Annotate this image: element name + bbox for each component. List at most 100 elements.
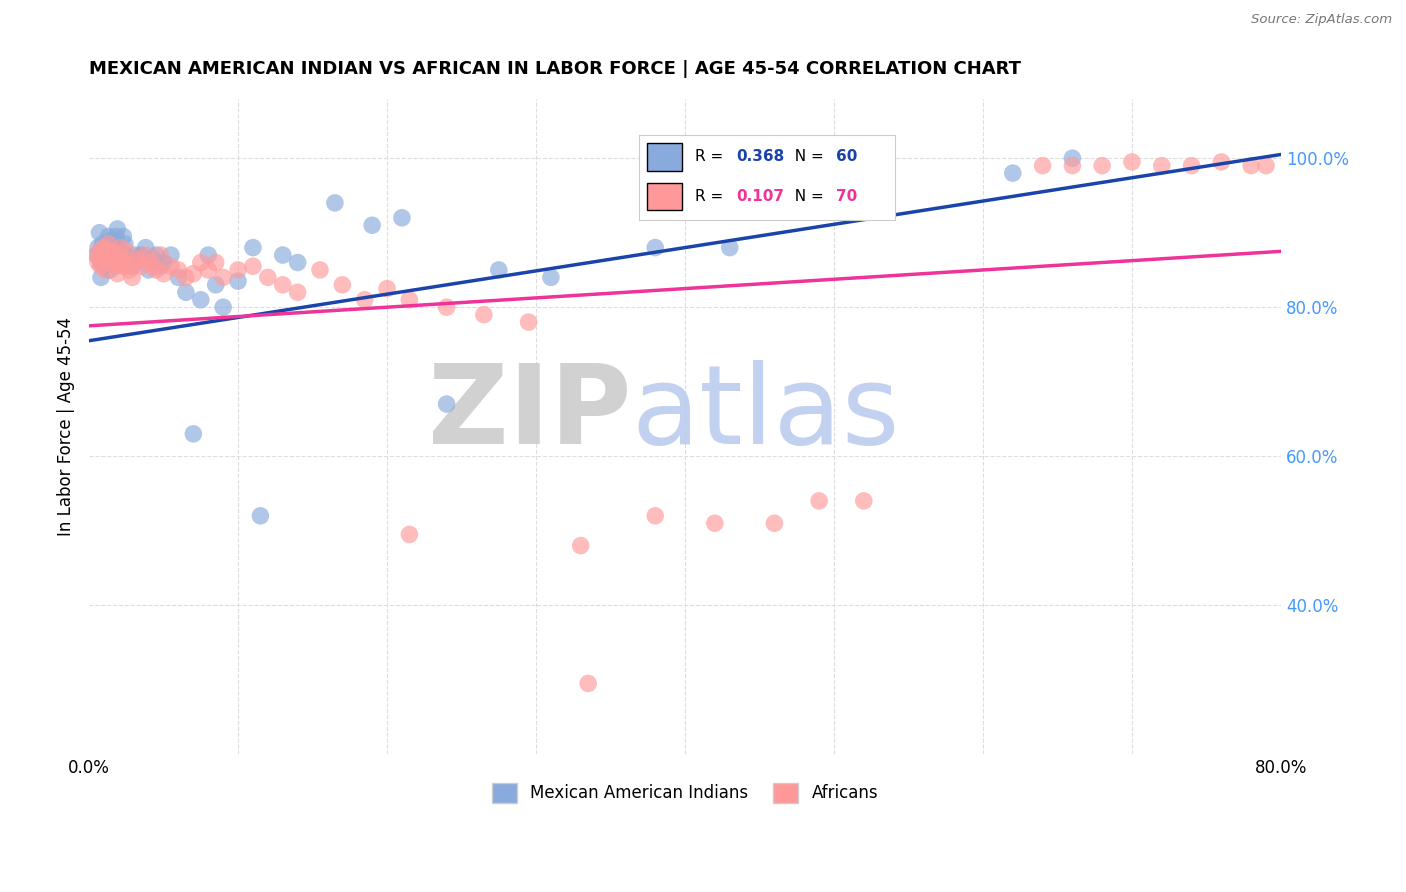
Point bbox=[118, 255, 141, 269]
Point bbox=[124, 248, 146, 262]
Point bbox=[103, 252, 125, 266]
Point bbox=[517, 315, 540, 329]
Point bbox=[808, 494, 831, 508]
Point bbox=[90, 255, 112, 269]
Point bbox=[115, 244, 138, 259]
Point bbox=[149, 259, 172, 273]
Point bbox=[108, 248, 131, 262]
Text: N =: N = bbox=[785, 189, 828, 204]
Point bbox=[323, 195, 346, 210]
FancyBboxPatch shape bbox=[647, 183, 682, 211]
Point bbox=[103, 236, 125, 251]
Point bbox=[204, 255, 226, 269]
Point bbox=[104, 259, 127, 273]
Point bbox=[540, 270, 562, 285]
Point bbox=[703, 516, 725, 531]
Point bbox=[145, 263, 167, 277]
Point bbox=[576, 676, 599, 690]
Point bbox=[242, 241, 264, 255]
Point bbox=[644, 241, 666, 255]
Text: MEXICAN AMERICAN INDIAN VS AFRICAN IN LABOR FORCE | AGE 45-54 CORRELATION CHART: MEXICAN AMERICAN INDIAN VS AFRICAN IN LA… bbox=[89, 60, 1021, 78]
Point bbox=[1032, 159, 1054, 173]
Text: ZIP: ZIP bbox=[427, 359, 631, 467]
Point bbox=[226, 274, 249, 288]
Point bbox=[86, 248, 108, 262]
Point bbox=[398, 293, 420, 307]
Point bbox=[287, 285, 309, 300]
Point bbox=[852, 494, 875, 508]
Point bbox=[226, 263, 249, 277]
Point bbox=[111, 255, 134, 269]
Text: R =: R = bbox=[695, 189, 728, 204]
Point bbox=[135, 248, 157, 262]
Point bbox=[271, 248, 294, 262]
Point bbox=[97, 248, 120, 262]
Point bbox=[1180, 159, 1202, 173]
Point bbox=[91, 252, 114, 266]
Point bbox=[1001, 166, 1024, 180]
Point bbox=[190, 293, 212, 307]
Point bbox=[472, 308, 495, 322]
Point bbox=[110, 248, 132, 262]
Point bbox=[129, 259, 152, 273]
Point bbox=[110, 241, 132, 255]
Point bbox=[1062, 159, 1084, 173]
Text: R =: R = bbox=[695, 149, 728, 164]
Text: atlas: atlas bbox=[631, 359, 900, 467]
Point bbox=[93, 244, 115, 259]
Point bbox=[330, 277, 353, 292]
Point bbox=[167, 263, 190, 277]
Point bbox=[101, 248, 124, 262]
Point bbox=[375, 282, 398, 296]
Point bbox=[763, 516, 786, 531]
Point bbox=[114, 255, 136, 269]
Point bbox=[91, 252, 114, 266]
Point bbox=[94, 255, 117, 269]
Point bbox=[93, 241, 115, 255]
Text: 0.107: 0.107 bbox=[737, 189, 785, 204]
Point bbox=[97, 236, 120, 251]
Point bbox=[1091, 159, 1114, 173]
Point bbox=[101, 233, 124, 247]
Point bbox=[127, 252, 149, 266]
Point bbox=[89, 244, 111, 259]
Point bbox=[138, 263, 160, 277]
Point bbox=[97, 229, 120, 244]
Point bbox=[197, 248, 219, 262]
Point bbox=[204, 277, 226, 292]
Point bbox=[96, 244, 118, 259]
FancyBboxPatch shape bbox=[647, 143, 682, 170]
Point bbox=[98, 255, 121, 269]
Point bbox=[1211, 155, 1233, 169]
Point bbox=[249, 508, 271, 523]
Point bbox=[121, 270, 143, 285]
Point bbox=[718, 241, 741, 255]
Point bbox=[644, 508, 666, 523]
Point bbox=[174, 285, 197, 300]
Point bbox=[105, 222, 128, 236]
Point bbox=[436, 397, 458, 411]
Point bbox=[127, 252, 149, 266]
Point bbox=[114, 236, 136, 251]
Point bbox=[1240, 159, 1263, 173]
Point bbox=[160, 248, 183, 262]
Point bbox=[183, 426, 205, 441]
Legend: Mexican American Indians, Africans: Mexican American Indians, Africans bbox=[484, 774, 887, 812]
Point bbox=[124, 255, 146, 269]
Text: Source: ZipAtlas.com: Source: ZipAtlas.com bbox=[1251, 13, 1392, 27]
Point bbox=[87, 241, 110, 255]
Point bbox=[112, 259, 135, 273]
Point bbox=[111, 252, 134, 266]
Point bbox=[90, 259, 112, 273]
Point bbox=[197, 263, 219, 277]
Point bbox=[242, 259, 264, 273]
Point bbox=[152, 255, 174, 269]
Point bbox=[93, 259, 115, 273]
Point bbox=[436, 300, 458, 314]
Point bbox=[142, 252, 165, 266]
Point bbox=[391, 211, 413, 225]
Point bbox=[118, 263, 141, 277]
Point bbox=[569, 539, 592, 553]
Point bbox=[190, 255, 212, 269]
Point bbox=[108, 241, 131, 255]
